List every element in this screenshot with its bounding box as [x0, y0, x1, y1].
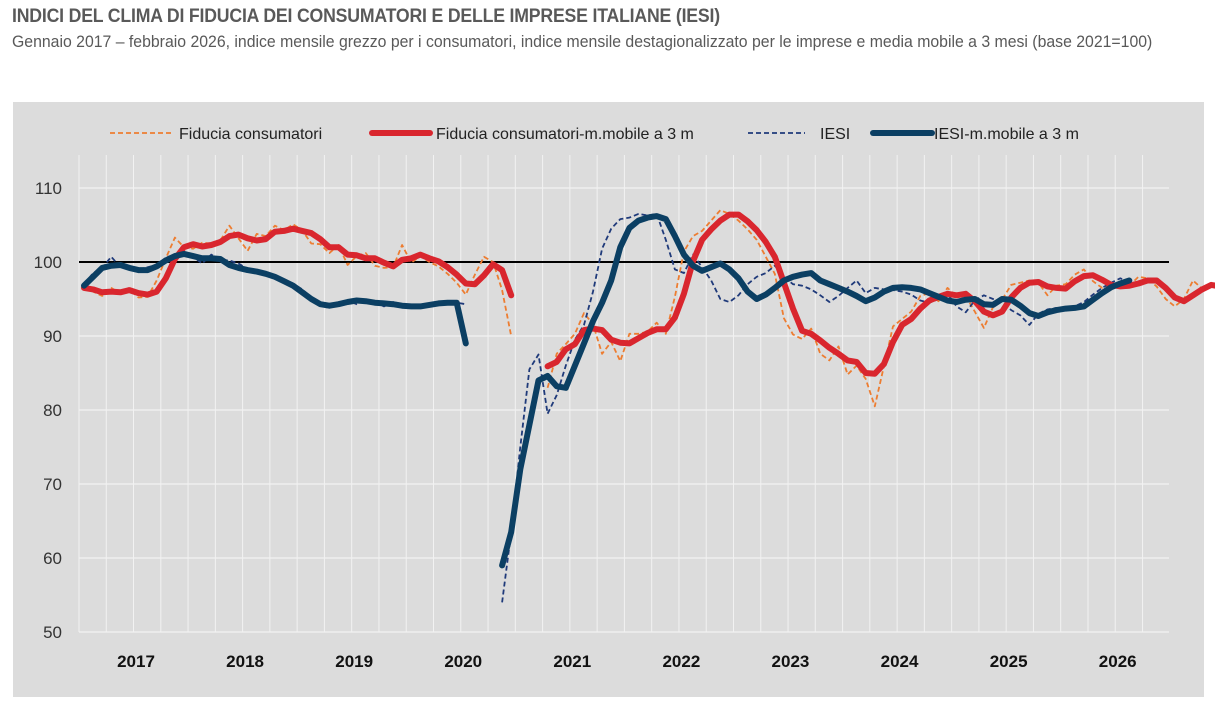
x-tick-label: 2021 [553, 652, 591, 671]
y-tick-label: 100 [34, 253, 62, 272]
legend-label-iesi-mm: IESI-m.mobile a 3 m [934, 126, 1079, 143]
y-tick-label: 90 [43, 327, 62, 346]
x-axis: 2017 2018 2019 2020 2021 2022 2023 2024 2025 2026 [117, 652, 1137, 671]
y-tick-label: 80 [43, 401, 62, 420]
x-tick-label: 2022 [662, 652, 700, 671]
x-tick-label: 2024 [881, 652, 919, 671]
y-tick-label: 60 [43, 549, 62, 568]
chart-title: INDICI DEL CLIMA DI FIDUCIA DEI CONSUMAT… [12, 6, 720, 27]
x-tick-label: 2023 [772, 652, 810, 671]
series-iesi-mm-line [499, 213, 1133, 569]
x-tick-label: 2020 [444, 652, 482, 671]
x-tick-label: 2019 [335, 652, 373, 671]
series-fiducia-consumatori-mm-line [81, 225, 515, 299]
x-tick-label: 2025 [990, 652, 1028, 671]
series-iesi-mm-line [81, 250, 469, 347]
legend-label-iesi: IESI [820, 126, 850, 143]
series-iesi-line [501, 213, 1130, 603]
legend-label-fiducia-consumatori: Fiducia consumatori [179, 126, 322, 143]
series-fiducia-consumatori-mm-line [544, 211, 1215, 377]
legend: Fiducia consumatori Fiducia consumatori-… [110, 126, 1079, 143]
series-iesi-mm [81, 213, 1133, 569]
series-fiducia-consumatori-line [546, 209, 1215, 408]
chart-panel [13, 102, 1204, 697]
legend-label-fiducia-consumatori-mm: Fiducia consumatori-m.mobile a 3 m [436, 126, 694, 143]
x-tick-label: 2017 [117, 652, 155, 671]
y-tick-label: 110 [35, 179, 62, 198]
series-iesi [83, 213, 1130, 603]
y-tick-label: 70 [43, 475, 62, 494]
y-tick-label: 50 [43, 623, 62, 642]
series-group [81, 209, 1215, 603]
series-fiducia-consumatori-mm [81, 211, 1215, 377]
y-axis: 50 60 70 80 90 100 110 [34, 179, 62, 642]
x-tick-label: 2018 [226, 652, 264, 671]
x-tick-label: 2026 [1099, 652, 1137, 671]
chart-subtitle: Gennaio 2017 – febbraio 2026, indice men… [12, 32, 1153, 51]
grid [78, 155, 1169, 633]
